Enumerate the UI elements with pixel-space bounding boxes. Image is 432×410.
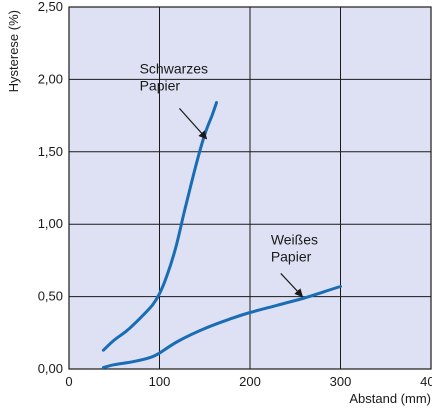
tick-labels: 0 100 200 300 400 0,00 0,50 1,00 1,50 2,00 2,50	[38, 0, 432, 389]
series-line-weisses	[101, 285, 342, 370]
annotation-weisses-line-2: Papier	[271, 248, 312, 264]
x-axis-label: Abstand (mm)	[349, 391, 431, 406]
y-tick-label: 2,00	[38, 71, 63, 86]
x-tick-label: 400	[420, 374, 432, 389]
y-axis-label: Hysterese (%)	[6, 10, 21, 92]
plot-frame	[68, 6, 432, 370]
annotation-weisses-line-1: Weißes	[271, 231, 318, 247]
grid-lines	[69, 7, 431, 369]
x-tick-label: 100	[149, 374, 171, 389]
x-tick-label: 300	[330, 374, 352, 389]
annotation-arrow-weisses	[280, 273, 304, 298]
y-tick-label: 1,50	[38, 144, 63, 159]
y-tick-label: 0,00	[38, 361, 63, 376]
x-tick-label: 0	[65, 374, 72, 389]
annotation-schwarzes-line-2: Papier	[140, 78, 181, 94]
y-tick-label: 2,50	[38, 0, 63, 14]
y-tick-label: 0,50	[38, 289, 63, 304]
x-tick-label: 200	[239, 374, 261, 389]
annotation-arrow-schwarzes	[178, 107, 208, 140]
y-tick-label: 1,00	[38, 216, 63, 231]
annotation-schwarzes-line-1: Schwarzes	[140, 61, 208, 77]
